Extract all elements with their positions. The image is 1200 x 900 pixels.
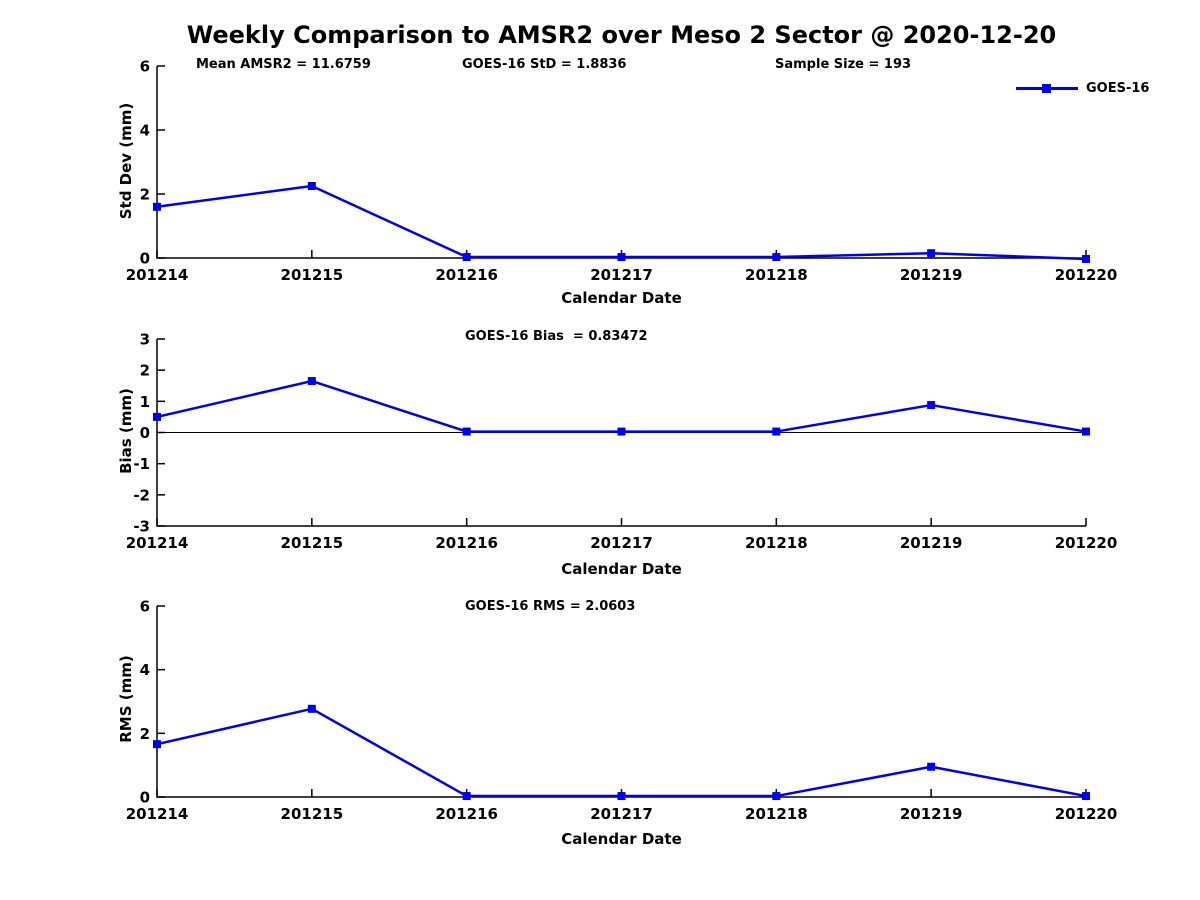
annotation-goes16-rms: GOES-16 RMS = 2.0603 [465, 599, 636, 614]
series-marker [617, 427, 626, 436]
y-axis-label-std-dev: Std Dev (mm) [117, 102, 135, 220]
series-marker [1082, 254, 1090, 263]
x-tick-label: 201216 [435, 534, 498, 552]
y-tick-label: 0 [140, 789, 150, 807]
x-axis-label-std-dev: Calendar Date [561, 289, 682, 307]
x-tick-label: 201220 [1055, 805, 1118, 823]
y-tick-label: 2 [140, 725, 150, 743]
y-tick-label: 2 [140, 186, 150, 204]
x-tick-label: 201217 [590, 805, 653, 823]
series-marker [772, 427, 781, 436]
series-marker [927, 401, 936, 410]
x-tick-label: 201219 [900, 266, 963, 284]
y-tick-label: -2 [133, 486, 150, 504]
y-tick-label: 0 [140, 250, 150, 268]
x-tick-label: 201214 [126, 805, 189, 823]
x-tick-label: 201218 [745, 266, 808, 284]
y-tick-label: 4 [140, 661, 150, 679]
y-tick-label: -3 [133, 518, 150, 536]
legend-label: GOES-16 [1086, 80, 1150, 96]
x-tick-label: 201216 [435, 805, 498, 823]
x-tick-label: 201220 [1055, 534, 1118, 552]
x-tick-label: 201220 [1055, 266, 1118, 284]
y-tick-label: 1 [140, 393, 150, 411]
series-marker [462, 792, 471, 801]
series-line [156, 379, 1087, 433]
series-marker [307, 704, 316, 713]
x-tick-label: 201215 [281, 534, 344, 552]
series-marker [462, 253, 471, 262]
x-axis-label-rms: Calendar Date [561, 830, 682, 848]
axis [156, 66, 1086, 259]
annotation-goes16-std: GOES-16 StD = 1.8836 [462, 57, 627, 72]
series-line [156, 707, 1087, 798]
legend: GOES-16 [1016, 80, 1149, 96]
y-tick-label: 6 [140, 58, 150, 76]
series-marker [153, 202, 161, 211]
series-marker [617, 253, 626, 262]
std-dev-panel: 0 2 4 6 201214 201215 201216 201217 201218 201219… [126, 58, 1118, 285]
series-marker [307, 377, 316, 386]
legend-line-sample-icon [1016, 83, 1078, 93]
series-line [156, 184, 1087, 261]
x-tick-label: 201214 [126, 534, 189, 552]
x-axis-label-bias: Calendar Date [561, 560, 682, 578]
series-marker [153, 740, 161, 749]
series-marker [462, 427, 471, 436]
series-marker [307, 182, 316, 190]
x-tick-label: 201215 [281, 266, 344, 284]
y-axis-label-bias: Bias (mm) [117, 388, 135, 474]
y-tick-label: 4 [140, 122, 150, 140]
y-axis-label-rms: RMS (mm) [117, 655, 135, 743]
series-marker [1082, 792, 1090, 801]
y-tick-label: 2 [140, 362, 150, 380]
series-marker [927, 762, 936, 771]
axis [156, 606, 1086, 798]
annotation-mean-amsr2: Mean AMSR2 = 11.6759 [196, 57, 371, 72]
x-tick-label: 201219 [900, 534, 963, 552]
legend-square-marker-icon [1042, 83, 1051, 93]
x-tick-label: 201214 [126, 266, 189, 284]
x-tick-label: 201217 [590, 534, 653, 552]
annotation-goes16-bias: GOES-16 Bias = 0.83472 [465, 329, 648, 344]
y-tick-label: 3 [140, 331, 150, 349]
x-tick-label: 201217 [590, 266, 653, 284]
series-marker [1082, 427, 1090, 436]
y-tick-label: 6 [140, 598, 150, 616]
annotation-sample-size: Sample Size = 193 [775, 57, 912, 72]
x-tick-label: 201219 [900, 805, 963, 823]
series-marker [772, 792, 781, 801]
rms-panel: 0 2 4 6 201214 201215 201216 201217 201218 201219… [126, 598, 1118, 824]
series-marker [617, 792, 626, 801]
figure-title: Weekly Comparison to AMSR2 over Meso 2 S… [186, 21, 1057, 49]
x-tick-label: 201218 [745, 534, 808, 552]
x-tick-label: 201215 [281, 805, 344, 823]
series-marker [772, 253, 781, 262]
y-tick-label: -1 [133, 455, 150, 473]
x-tick-label: 201216 [435, 266, 498, 284]
series-marker [153, 412, 161, 421]
series-marker [927, 249, 936, 258]
x-tick-label: 201218 [745, 805, 808, 823]
y-tick-label: 0 [140, 424, 150, 442]
